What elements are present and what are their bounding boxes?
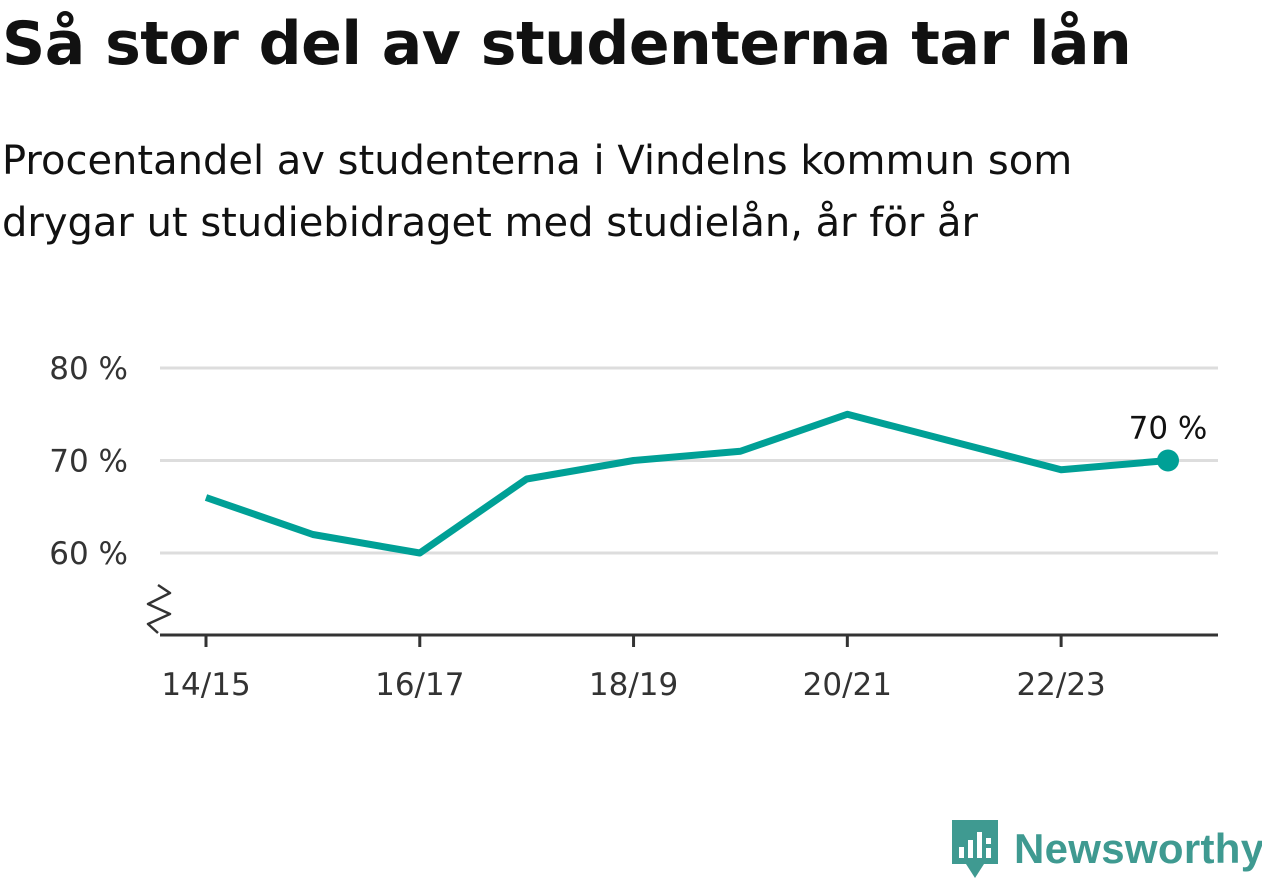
end-point-marker — [1157, 449, 1179, 472]
chart-subtitle: Procentandel av studenterna i Vindelns k… — [2, 138, 1073, 246]
newsworthy-logo-icon — [952, 820, 998, 878]
chart-title: Så stor del av studenterna tar lån — [2, 9, 1132, 79]
y-tick-label: 80 % — [49, 351, 128, 387]
x-tick-label: 14/15 — [161, 667, 250, 703]
gridlines — [160, 366, 1218, 555]
x-axis — [146, 583, 1218, 637]
y-tick-label: 60 % — [49, 536, 128, 572]
line-chart: 60 % 70 % 80 % 14/15 16/17 18/19 20/21 22/23 7… — [49, 351, 1218, 703]
x-tick-label: 20/21 — [803, 667, 892, 703]
x-axis-ticks: 14/15 16/17 18/19 20/21 22/23 — [161, 635, 1106, 703]
end-value-label: 70 % — [1129, 411, 1208, 447]
y-axis-ticks: 60 % 70 % 80 % — [49, 351, 128, 572]
axis-break-mark — [146, 583, 172, 634]
series-line — [204, 410, 1169, 557]
x-tick-label: 18/19 — [589, 667, 678, 703]
y-tick-label: 70 % — [49, 444, 128, 480]
x-tick-label: 22/23 — [1016, 667, 1105, 703]
brand-logo: Newsworthy — [950, 818, 1262, 880]
brand-name: Newsworthy — [1014, 825, 1262, 872]
x-tick-label: 16/17 — [375, 667, 464, 703]
series: 70 % — [204, 410, 1208, 557]
